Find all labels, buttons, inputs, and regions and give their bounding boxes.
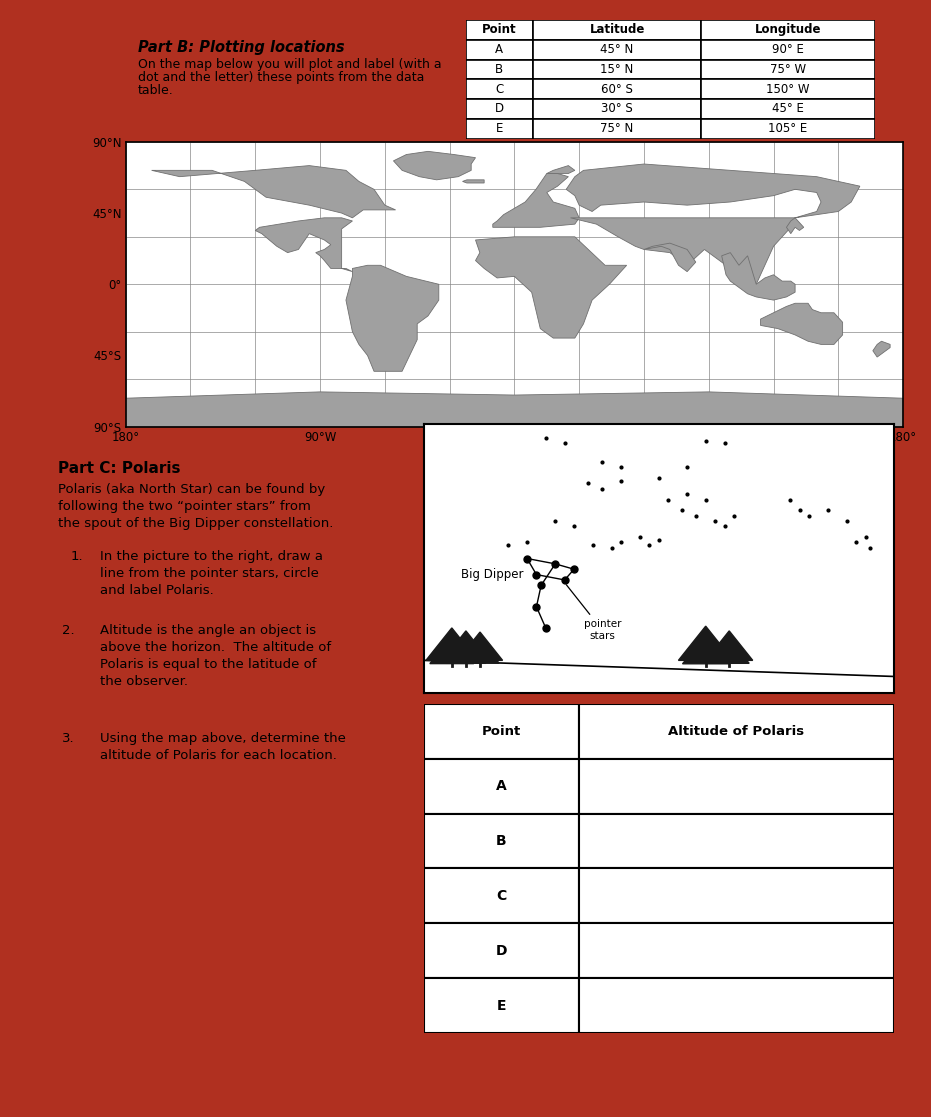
Text: Polaris (aka North Star) can be found by
following the two “pointer stars” from
: Polaris (aka North Star) can be found by… <box>58 483 333 529</box>
Bar <box>466 118 533 139</box>
Text: B: B <box>495 63 504 76</box>
Text: 90° E: 90° E <box>772 44 804 56</box>
Bar <box>466 40 533 59</box>
Bar <box>701 99 875 118</box>
Polygon shape <box>492 173 579 228</box>
Polygon shape <box>457 632 503 660</box>
Polygon shape <box>430 638 474 663</box>
Text: E: E <box>495 122 503 135</box>
Text: 3.: 3. <box>62 732 75 745</box>
Bar <box>533 40 701 59</box>
Polygon shape <box>346 265 439 371</box>
Text: Longitude: Longitude <box>755 23 821 37</box>
Text: Altitude is the angle an object is
above the horizon.  The altitude of
Polaris i: Altitude is the angle an object is above… <box>101 623 331 687</box>
Text: Big Dipper: Big Dipper <box>461 569 524 581</box>
Text: 45° N: 45° N <box>600 44 634 56</box>
Bar <box>701 118 875 139</box>
Bar <box>533 79 701 99</box>
Bar <box>579 704 894 758</box>
Bar <box>579 758 894 813</box>
Bar <box>424 813 579 869</box>
Polygon shape <box>476 237 627 338</box>
Bar <box>701 59 875 79</box>
Text: Using the map above, determine the
altitude of Polaris for each location.: Using the map above, determine the altit… <box>101 732 346 762</box>
Bar <box>579 924 894 978</box>
Bar <box>579 978 894 1033</box>
Text: In the picture to the right, draw a
line from the pointer stars, circle
and labe: In the picture to the right, draw a line… <box>101 550 323 596</box>
Polygon shape <box>442 631 490 660</box>
Text: C: C <box>496 889 506 903</box>
Polygon shape <box>426 628 478 660</box>
Bar <box>424 924 579 978</box>
Text: 30° S: 30° S <box>601 103 633 115</box>
Bar <box>701 20 875 40</box>
Polygon shape <box>722 252 795 300</box>
Text: A: A <box>496 779 506 793</box>
Text: D: D <box>495 944 507 958</box>
Bar <box>533 59 701 79</box>
Bar <box>424 704 579 758</box>
Polygon shape <box>566 164 860 284</box>
Bar <box>466 59 533 79</box>
Bar <box>533 118 701 139</box>
Text: B: B <box>496 834 506 848</box>
Polygon shape <box>644 244 695 271</box>
Text: Latitude: Latitude <box>589 23 645 37</box>
Polygon shape <box>126 392 903 427</box>
Text: 75° W: 75° W <box>770 63 806 76</box>
Bar <box>701 40 875 59</box>
Bar <box>424 978 579 1033</box>
Bar <box>579 813 894 869</box>
Text: 60° S: 60° S <box>601 83 633 96</box>
Polygon shape <box>787 218 803 233</box>
Bar <box>533 99 701 118</box>
Text: dot and the letter) these points from the data: dot and the letter) these points from th… <box>138 71 425 84</box>
Bar <box>533 20 701 40</box>
Bar <box>466 20 533 40</box>
Text: 2.: 2. <box>62 623 75 637</box>
Polygon shape <box>446 640 486 663</box>
Text: 15° N: 15° N <box>600 63 634 76</box>
Bar <box>579 869 894 924</box>
Polygon shape <box>706 631 752 660</box>
Text: pointer
stars: pointer stars <box>566 585 621 641</box>
Polygon shape <box>255 218 353 271</box>
Text: Part C: Polaris: Part C: Polaris <box>58 461 181 476</box>
Polygon shape <box>679 627 733 660</box>
Text: table.: table. <box>138 84 173 97</box>
Text: A: A <box>495 44 504 56</box>
Polygon shape <box>463 180 484 183</box>
Bar <box>424 869 579 924</box>
Polygon shape <box>152 165 396 218</box>
Text: On the map below you will plot and label (with a: On the map below you will plot and label… <box>138 58 441 70</box>
Text: 150° W: 150° W <box>766 83 810 96</box>
Bar <box>701 79 875 99</box>
Text: 105° E: 105° E <box>768 122 808 135</box>
Text: Part B: Plotting locations: Part B: Plotting locations <box>138 39 344 55</box>
Text: 45° E: 45° E <box>772 103 804 115</box>
Text: Altitude of Polaris: Altitude of Polaris <box>668 725 804 737</box>
Text: Point: Point <box>481 725 520 737</box>
Polygon shape <box>709 640 749 663</box>
Polygon shape <box>873 341 890 357</box>
Text: 75° N: 75° N <box>600 122 634 135</box>
Bar <box>466 99 533 118</box>
Polygon shape <box>394 151 476 180</box>
Text: E: E <box>496 999 506 1013</box>
Text: D: D <box>494 103 504 115</box>
Bar <box>466 79 533 99</box>
Text: 1.: 1. <box>71 550 84 563</box>
Polygon shape <box>461 640 499 663</box>
Text: C: C <box>495 83 504 96</box>
Polygon shape <box>682 637 729 663</box>
Polygon shape <box>761 303 843 344</box>
Polygon shape <box>546 165 574 173</box>
Text: Point: Point <box>482 23 517 37</box>
Bar <box>424 758 579 813</box>
